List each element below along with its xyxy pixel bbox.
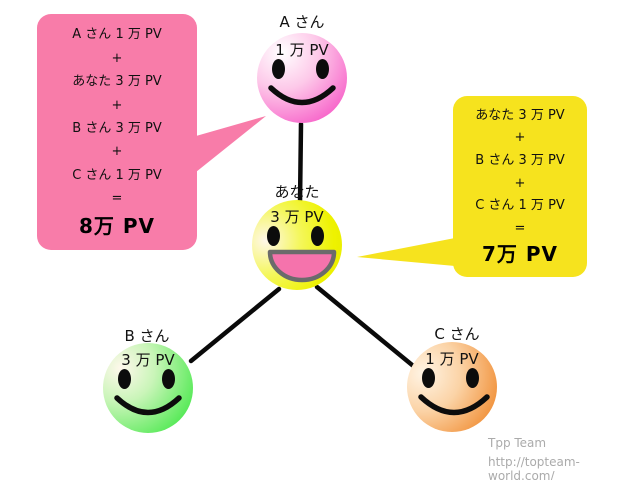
node-label-a: A さん [279, 13, 325, 31]
left-eye-icon [272, 59, 285, 79]
pv-value-you: 3 万 PV [270, 208, 324, 226]
right-eye-icon [311, 226, 324, 246]
face-node-you: 3 万 PV [252, 200, 342, 290]
calc-bubble-a-total: A さん 1 万 PV + あなた 3 万 PV + B さん 3 万 PV +… [37, 14, 197, 250]
smile-mouth-icon [268, 85, 336, 106]
calc-line: A さん 1 万 PV [72, 27, 162, 43]
plus-sign: + [111, 144, 123, 160]
smile-mouth-icon [418, 394, 490, 416]
footer-team-name: Tpp Team [488, 436, 547, 450]
face-node-a: 1 万 PV [257, 33, 347, 123]
plus-sign: + [111, 97, 123, 113]
calc-total: 8万 PV [78, 213, 155, 238]
left-eye-icon [118, 369, 131, 389]
equals-sign: = [111, 191, 123, 207]
right-eye-icon [466, 368, 479, 388]
open-mouth-icon [267, 249, 337, 283]
pv-value-c: 1 万 PV [425, 350, 479, 368]
equals-sign: = [514, 220, 526, 236]
right-bubble-tail-icon [357, 238, 455, 266]
edge-you-b [188, 286, 282, 364]
pv-value-b: 3 万 PV [121, 351, 175, 369]
face-node-b: 3 万 PV [103, 343, 193, 433]
smile-mouth-icon [114, 395, 182, 416]
calc-line: C さん 1 万 PV [72, 167, 162, 183]
node-label-you: あなた [274, 183, 320, 201]
calc-line: C さん 1 万 PV [475, 198, 565, 214]
calc-bubble-you-total: あなた 3 万 PV + B さん 3 万 PV + C さん 1 万 PV =… [453, 96, 587, 277]
face-node-c: 1 万 PV [407, 342, 497, 432]
left-eye-icon [267, 226, 280, 246]
pv-value-a: 1 万 PV [275, 41, 329, 59]
calc-line: B さん 3 万 PV [475, 152, 565, 168]
right-eye-icon [316, 59, 329, 79]
left-eye-icon [422, 368, 435, 388]
plus-sign: + [514, 130, 526, 146]
calc-total: 7万 PV [481, 242, 558, 267]
right-eye-icon [162, 369, 175, 389]
left-bubble-tail-icon [196, 116, 266, 172]
node-label-b: B さん [124, 327, 170, 345]
edge-a-you [297, 121, 304, 206]
footer-url: http://topteam-world.com/ [488, 455, 580, 480]
edge-you-c [314, 284, 420, 372]
calc-line: あなた 3 万 PV [72, 74, 162, 90]
plus-sign: + [514, 175, 526, 191]
plus-sign: + [111, 50, 123, 66]
calc-line: B さん 3 万 PV [72, 120, 162, 136]
calc-line: あなた 3 万 PV [475, 107, 565, 123]
node-label-c: C さん [434, 325, 480, 343]
